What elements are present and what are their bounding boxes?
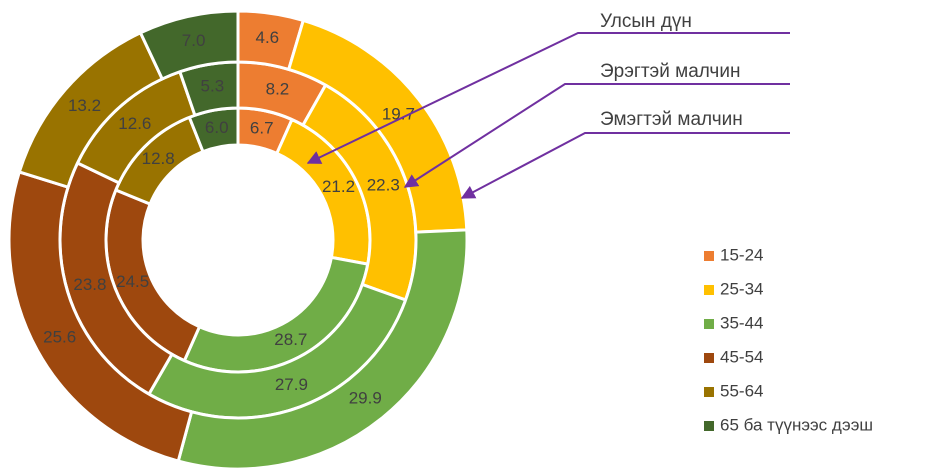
legend-label: 55-64: [720, 381, 763, 400]
value-label: 5.3: [201, 77, 225, 96]
value-label: 6.0: [205, 118, 229, 137]
legend-label: 15-24: [720, 245, 763, 264]
legend-swatch: [704, 251, 714, 261]
legend-swatch: [704, 285, 714, 295]
series-annotation: Улсын дүн: [600, 11, 692, 32]
legend-swatch: [704, 421, 714, 431]
value-label: 22.3: [367, 175, 400, 194]
value-label: 4.6: [255, 28, 279, 47]
value-label: 6.7: [250, 118, 274, 137]
value-label: 19.7: [382, 104, 415, 123]
value-label: 21.2: [322, 177, 355, 196]
value-label: 23.8: [73, 275, 106, 294]
value-label: 12.6: [118, 114, 151, 133]
value-label: 24.5: [116, 272, 149, 291]
series-annotation: Эмэгтэй малчин: [600, 109, 743, 130]
legend-label: 45-54: [720, 347, 763, 366]
value-label: 25.6: [43, 328, 76, 347]
legend-swatch: [704, 319, 714, 329]
value-label: 27.9: [275, 375, 308, 394]
legend-label: 35-44: [720, 313, 763, 332]
annotation-arrow: [403, 83, 790, 188]
value-label: 13.2: [68, 96, 101, 115]
value-label: 7.0: [182, 31, 206, 50]
legend-swatch: [704, 387, 714, 397]
value-label: 28.7: [274, 330, 307, 349]
legend-swatch: [704, 353, 714, 363]
annotation-arrow: [306, 32, 790, 164]
legend-label: 65 ба түүнээс дээш: [720, 415, 873, 434]
series-annotation: Эрэгтэй малчин: [600, 61, 740, 82]
annotation-arrow: [460, 132, 790, 199]
value-label: 12.8: [142, 149, 175, 168]
value-label: 29.9: [349, 388, 382, 407]
legend-label: 25-34: [720, 279, 763, 298]
value-label: 8.2: [266, 80, 290, 99]
donut-segment: [138, 9, 240, 81]
